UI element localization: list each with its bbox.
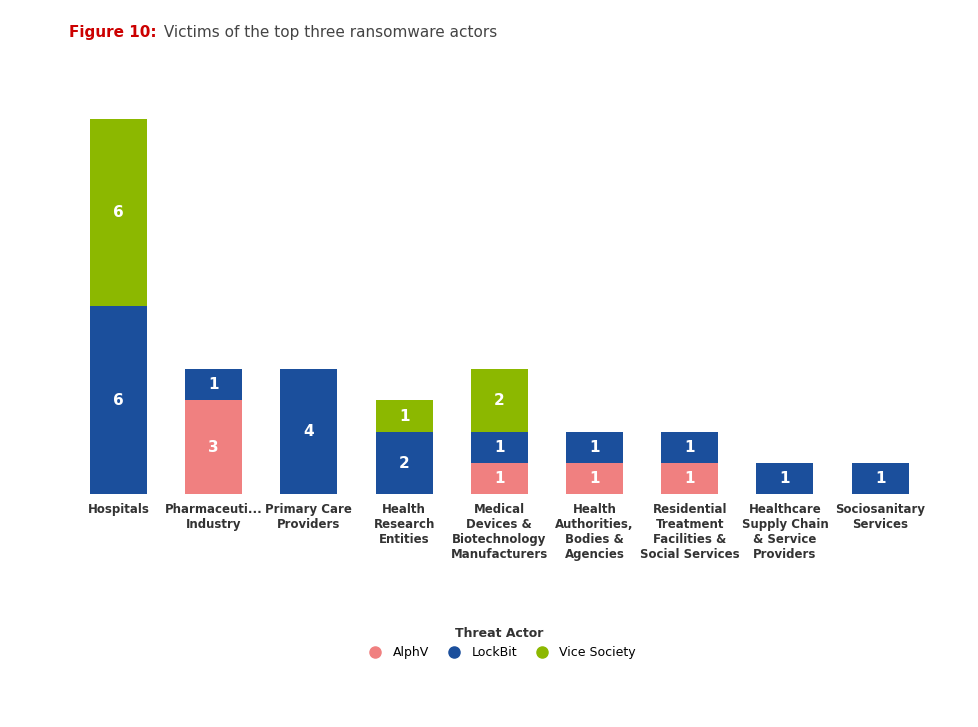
Bar [470,432,527,463]
Bar [280,369,337,494]
Text: 1: 1 [589,471,600,486]
Bar [851,463,908,494]
Text: 1: 1 [589,440,600,455]
Text: 2: 2 [494,393,504,408]
Bar [660,432,718,463]
Text: 1: 1 [208,377,219,393]
Text: 1: 1 [684,471,694,486]
Bar [376,432,432,494]
Text: 1: 1 [778,471,789,486]
Bar [565,463,622,494]
Text: 1: 1 [494,471,504,486]
Bar [470,463,527,494]
Bar [90,307,147,494]
Text: Figure 10:: Figure 10: [68,25,156,41]
Text: Victims of the top three ransomware actors: Victims of the top three ransomware acto… [158,25,497,41]
Text: 6: 6 [113,205,123,220]
Text: 6: 6 [113,393,123,408]
Bar [376,401,432,432]
Text: 4: 4 [303,425,314,439]
Text: 2: 2 [398,456,409,470]
Text: 1: 1 [494,440,504,455]
Bar [565,432,622,463]
Bar [90,119,147,307]
Bar [185,369,242,401]
Bar [470,369,527,432]
Text: 1: 1 [874,471,884,486]
Legend: AlphV, LockBit, Vice Society: AlphV, LockBit, Vice Society [362,627,636,659]
Bar [185,401,242,494]
Text: 3: 3 [208,440,219,455]
Bar [660,463,718,494]
Text: 1: 1 [398,409,409,424]
Bar [756,463,813,494]
Text: 1: 1 [684,440,694,455]
